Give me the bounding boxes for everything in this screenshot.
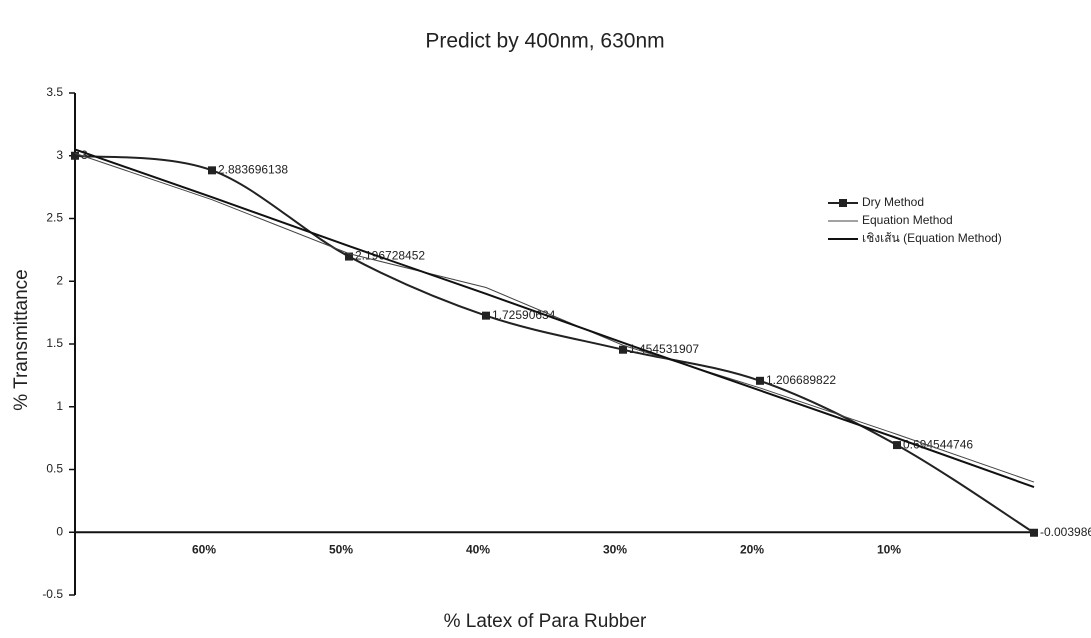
y-tick-label: 1.5 (46, 336, 63, 350)
data-label: 2.883696138 (218, 163, 288, 177)
data-label: 1.206689822 (766, 373, 836, 387)
x-tick-label: 60% (192, 542, 216, 556)
marker (756, 376, 764, 385)
y-tick-label: 3 (56, 148, 63, 162)
series-line (74, 152, 1035, 483)
y-tick-label: 3.5 (46, 85, 63, 99)
marker (1030, 528, 1038, 537)
data-label: 3 (81, 148, 88, 162)
marker (893, 441, 901, 450)
x-tick-label: 10% (877, 542, 901, 556)
marker (345, 252, 353, 261)
data-label: -0.00398684 (1040, 525, 1091, 539)
legend-label: เชิงเส้น (Equation Method) (862, 231, 1002, 245)
data-label: 1.72590634 (492, 308, 556, 322)
y-axis-label: % Transmittance (11, 269, 32, 411)
y-tick-label: -0.5 (42, 587, 63, 601)
marker (482, 311, 490, 320)
x-tick-label: 30% (603, 542, 627, 556)
series-line (74, 154, 1035, 534)
y-tick-label: 2 (56, 273, 63, 287)
x-tick-label: 40% (466, 542, 490, 556)
legend-label: Equation Method (862, 213, 953, 227)
x-tick-label: 50% (329, 542, 353, 556)
y-tick-label: 0.5 (46, 462, 63, 476)
series-line (74, 148, 1035, 489)
legend-label: Dry Method (862, 195, 924, 209)
marker (619, 345, 627, 354)
marker (208, 166, 216, 175)
y-tick-label: 1 (56, 399, 63, 413)
data-label: 0.694544746 (903, 437, 973, 451)
chart-title: Predict by 400nm, 630nm (425, 30, 664, 53)
y-tick-label: 0 (56, 524, 63, 538)
legend-marker (839, 199, 847, 207)
y-tick-label: 2.5 (46, 211, 63, 225)
x-axis-label: % Latex of Para Rubber (444, 611, 647, 632)
marker (71, 151, 79, 160)
x-tick-label: 20% (740, 542, 764, 556)
